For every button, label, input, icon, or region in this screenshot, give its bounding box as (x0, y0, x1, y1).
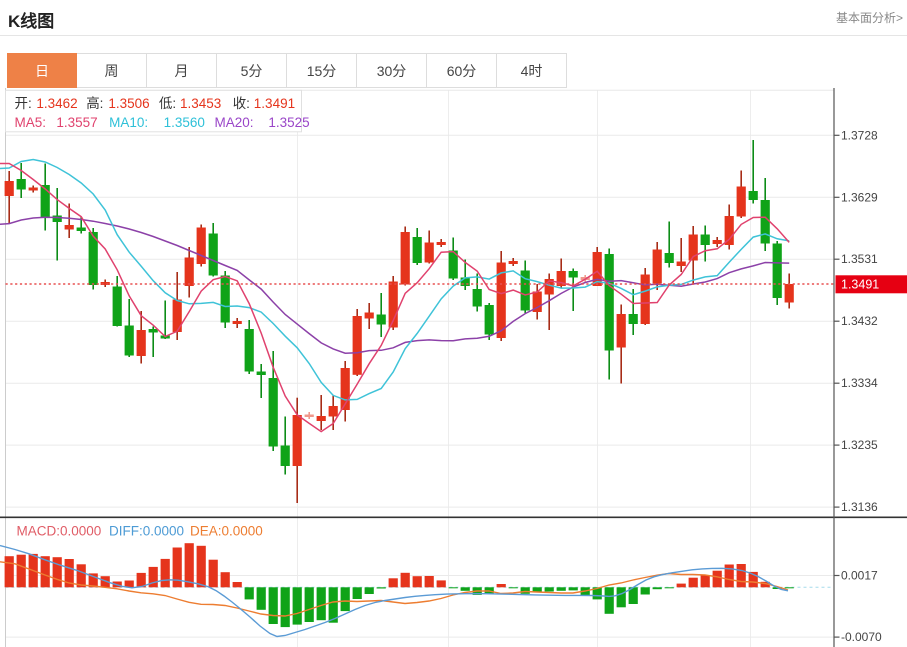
svg-text:MA5:: MA5: (15, 115, 47, 130)
svg-text:1.3334: 1.3334 (841, 376, 878, 390)
svg-text:1.3525: 1.3525 (268, 115, 309, 130)
svg-text:-0.0070: -0.0070 (841, 630, 882, 644)
svg-text:高:: 高: (86, 95, 103, 111)
svg-text:收:: 收: (233, 96, 250, 111)
svg-text:1.3728: 1.3728 (841, 128, 878, 142)
svg-text:1.3491: 1.3491 (841, 278, 879, 292)
svg-text:1.3235: 1.3235 (841, 438, 878, 452)
svg-text:0.0017: 0.0017 (841, 569, 878, 583)
svg-text:DIFF:0.0000: DIFF:0.0000 (109, 524, 184, 539)
svg-text:DEA:0.0000: DEA:0.0000 (190, 524, 263, 539)
svg-text:1.3491: 1.3491 (254, 96, 295, 111)
svg-text:MACD:0.0000: MACD:0.0000 (17, 524, 102, 539)
svg-text:1.3629: 1.3629 (841, 190, 878, 204)
svg-text:开:: 开: (15, 96, 32, 111)
svg-text:1.3453: 1.3453 (180, 96, 221, 111)
svg-text:1.3557: 1.3557 (56, 115, 97, 130)
svg-text:1.3506: 1.3506 (108, 96, 149, 111)
svg-text:1.3560: 1.3560 (164, 115, 205, 130)
svg-text:1.3432: 1.3432 (841, 314, 878, 328)
svg-text:1.3136: 1.3136 (841, 500, 878, 514)
svg-text:MA20:: MA20: (215, 115, 254, 130)
svg-text:1.3462: 1.3462 (36, 96, 77, 111)
svg-text:1.3531: 1.3531 (841, 252, 878, 266)
svg-text:MA10:: MA10: (109, 115, 148, 130)
svg-text:低:: 低: (159, 96, 176, 111)
